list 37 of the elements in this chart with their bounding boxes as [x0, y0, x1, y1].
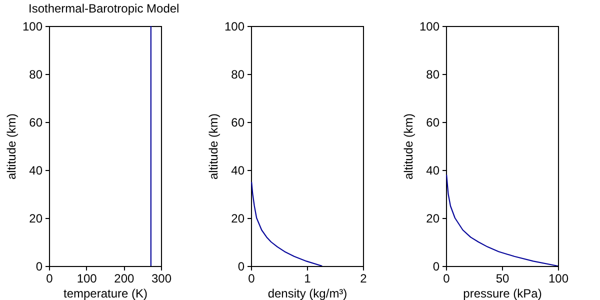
x-tick-label: 2 [360, 272, 368, 286]
x-tick-label: 100 [76, 272, 98, 286]
y-tick-label: 60 [426, 116, 440, 130]
y-tick-label: 100 [224, 20, 245, 34]
y-tick-label: 0 [36, 260, 43, 274]
y-tick-label: 80 [426, 68, 440, 82]
y-tick-label: 60 [29, 116, 43, 130]
y-tick-label: 40 [231, 164, 245, 178]
x-tick-label: 0 [443, 272, 450, 286]
y-tick-label: 0 [432, 260, 440, 274]
y-tick-label: 20 [231, 212, 245, 226]
y-tick-label: 20 [426, 212, 440, 226]
y-tick-label: 80 [29, 68, 43, 82]
x-axis-title: density (kg/m³) [268, 286, 348, 300]
x-tick-label: 300 [151, 272, 172, 286]
y-tick-label: 100 [419, 20, 440, 34]
x-tick-label: 1 [304, 272, 312, 286]
y-tick-label: 100 [22, 20, 43, 34]
y-axis-title: altitude (km) [206, 113, 220, 180]
x-axis-title: temperature (K) [63, 286, 148, 300]
x-tick-label: 100 [548, 272, 569, 286]
line-series [446, 174, 558, 266]
y-tick-label: 40 [426, 164, 440, 178]
x-tick-label: 0 [248, 272, 256, 286]
x-tick-label: 0 [46, 272, 54, 286]
x-tick-label: 50 [496, 272, 510, 286]
chart-title: Isothermal-Barotropic Model [28, 2, 180, 16]
line-series [251, 181, 323, 266]
y-tick-label: 80 [231, 68, 245, 82]
x-axis-title: pressure (kPa) [463, 286, 542, 300]
y-tick-label: 0 [238, 260, 245, 274]
y-tick-label: 20 [29, 212, 43, 226]
y-tick-label: 40 [29, 164, 43, 178]
y-tick-label: 60 [231, 116, 245, 130]
y-axis-title: altitude (km) [401, 113, 416, 180]
x-tick-label: 200 [114, 272, 134, 286]
y-axis-title: altitude (km) [4, 113, 18, 180]
